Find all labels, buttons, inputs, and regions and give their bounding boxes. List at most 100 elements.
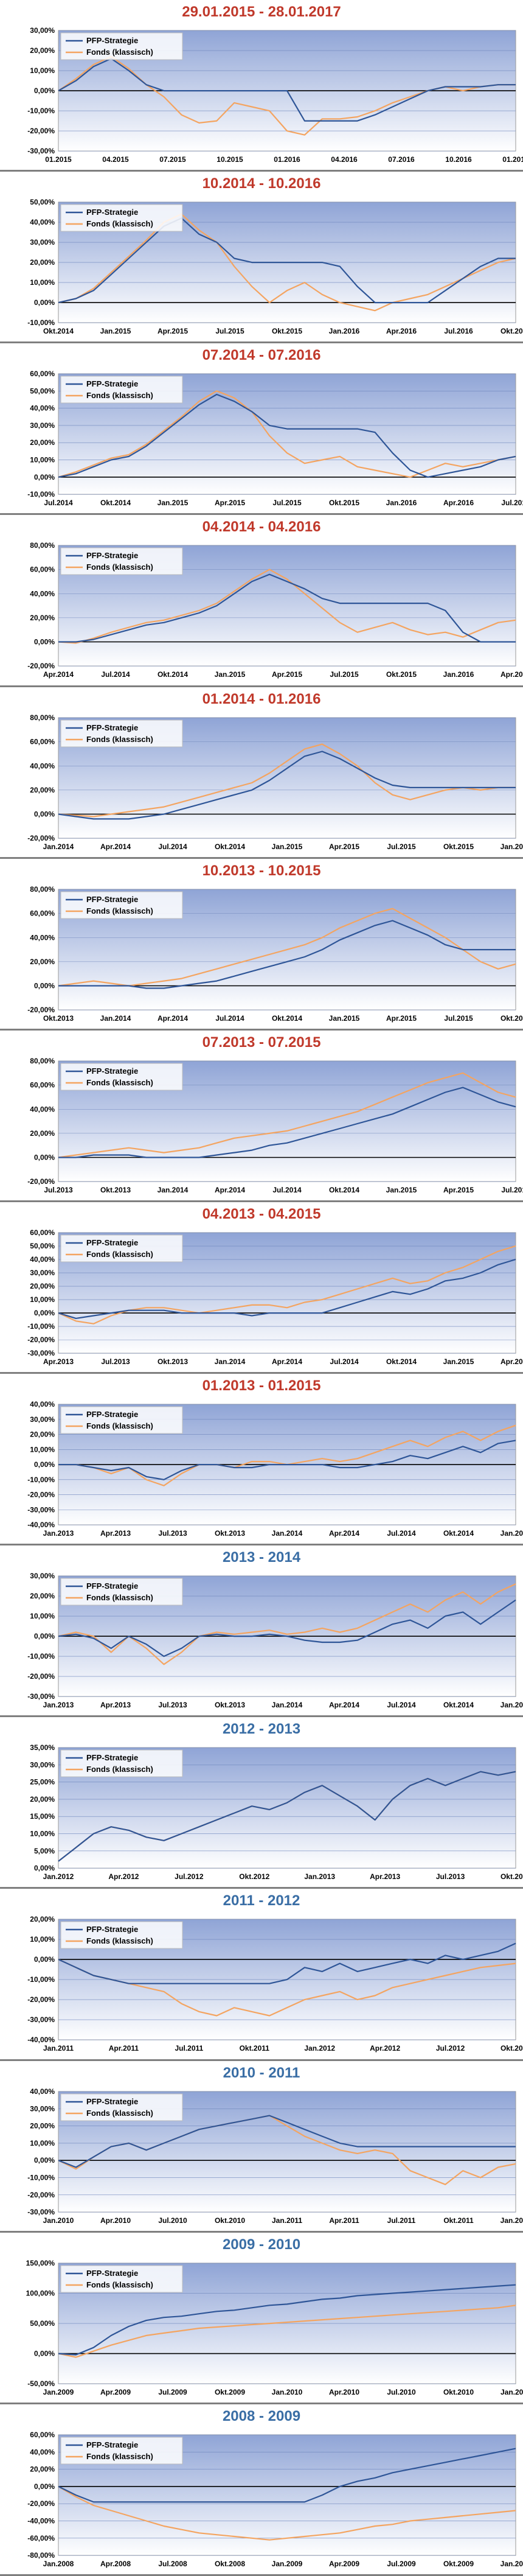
y-tick-label: -20,00%: [27, 834, 55, 842]
x-tick-label: Jan.2012: [500, 2216, 523, 2225]
y-tick-label: 60,00%: [30, 737, 55, 746]
legend-label-strategy: PFP-Strategie: [86, 551, 138, 560]
x-tick-label: Apr.2012: [108, 1872, 139, 1881]
panel-divider: [0, 2574, 523, 2576]
legend-label-fund: Fonds (klassisch): [86, 1593, 153, 1602]
legend-box: [60, 2265, 183, 2293]
x-tick-label: Jul.2010: [387, 2388, 416, 2396]
chart-title: 10.2014 - 10.2016: [202, 175, 321, 192]
x-tick-label: Apr.2016: [386, 327, 417, 335]
y-tick-label: 0,00%: [34, 1153, 55, 1161]
y-tick-label: -10,00%: [27, 1475, 55, 1484]
line-chart: 60,00% 50,00% 40,00% 30,00% 20,00% 10,00% 0,00…: [27, 370, 523, 507]
series-line-strategy: [58, 920, 516, 989]
x-tick-label: Okt.2009: [215, 2388, 245, 2396]
series-line-fund: [58, 1583, 516, 1665]
legend-label-fund: Fonds (klassisch): [86, 1936, 153, 1945]
x-tick-label: Apr.2014: [43, 671, 74, 679]
y-tick-label: 40,00%: [30, 2448, 55, 2456]
x-tick-label: Okt.2014: [158, 671, 188, 679]
line-chart: 30,00% 20,00% 10,00% 0,00% -10,00% -20,00% -30…: [27, 27, 523, 164]
x-tick-label: Jan.2016: [386, 499, 417, 507]
legend-box: [60, 2093, 183, 2121]
x-tick-label: 04.2016: [331, 155, 358, 164]
chart-panel: 04.2013 - 04.2015 60,00% 50,00% 40,00% 30,00…: [0, 1202, 523, 1374]
legend-box: [60, 547, 183, 575]
x-tick-label: Jul.2013: [158, 1701, 187, 1709]
chart-title: 2008 - 2009: [222, 2407, 301, 2424]
panel-divider: [0, 1544, 523, 1546]
y-tick-label: -40,00%: [27, 1521, 55, 1529]
series-line-strategy: [58, 1771, 516, 1862]
x-tick-label: Jan.2016: [443, 671, 474, 679]
y-tick-label: 60,00%: [30, 1080, 55, 1089]
x-tick-label: Jul.2009: [158, 2388, 187, 2396]
x-tick-label: Jan.2014: [43, 842, 74, 851]
y-tick-label: 30,00%: [30, 1761, 55, 1769]
x-tick-label: Jan.2015: [443, 1357, 474, 1366]
y-tick-label: 60,00%: [30, 370, 55, 378]
chart-panel: 2008 - 2009 60,00% 40,00% 20,00% 0,00% -20,00…: [0, 2404, 523, 2576]
y-tick-label: -20,00%: [27, 1491, 55, 1499]
series-line-strategy: [58, 573, 516, 643]
y-tick-label: -20,00%: [27, 1672, 55, 1681]
y-tick-label: 20,00%: [30, 46, 55, 55]
series-line-strategy: [58, 394, 516, 478]
series-line-strategy: [58, 750, 516, 820]
line-chart: 50,00% 40,00% 30,00% 20,00% 10,00% 0,00% -10,0…: [27, 198, 523, 335]
x-tick-label: Jul.2011: [387, 2216, 416, 2225]
y-tick-label: -40,00%: [27, 2516, 55, 2525]
legend-label-fund: Fonds (klassisch): [86, 1078, 153, 1087]
x-tick-label: Okt.2008: [215, 2560, 245, 2568]
line-chart: 80,00%60,00%40,00%20,00%0,00%-20,00%Jan.…: [27, 714, 523, 851]
x-tick-label: Okt.2010: [215, 2216, 245, 2225]
x-tick-label: Jul.2014: [158, 842, 187, 851]
x-tick-label: Okt.2014: [215, 842, 245, 851]
line-chart: 60,00% 50,00% 40,00% 30,00% 20,00% 10,00% 0,00…: [27, 1229, 523, 1366]
y-tick-label: 40,00%: [30, 761, 55, 770]
y-tick-label: 20,00%: [30, 438, 55, 447]
x-tick-label: Okt.2015: [329, 499, 359, 507]
x-tick-label: Apr.2016: [500, 671, 523, 679]
y-tick-label: 60,00%: [30, 909, 55, 917]
x-tick-label: Apr.2013: [100, 1701, 131, 1709]
legend-box: [60, 1749, 183, 1777]
line-chart: 80,00%60,00%40,00%20,00%0,00%-20,00%Okt.…: [27, 886, 523, 1023]
y-tick-label: 40,00%: [30, 1401, 55, 1409]
x-tick-label: Jul.2014: [387, 1701, 416, 1709]
series-line-fund: [58, 1959, 516, 2017]
x-tick-label: Okt.2014: [386, 1357, 417, 1366]
x-tick-label: Jul.2013: [158, 1529, 187, 1538]
panel-divider: [0, 856, 523, 859]
x-tick-label: Apr.2012: [370, 2045, 400, 2053]
y-tick-label: 10,00%: [30, 1935, 55, 1944]
panel-divider: [0, 1200, 523, 1202]
y-tick-label: 0,00%: [34, 1460, 55, 1469]
chart-title: 2013 - 2014: [222, 1549, 301, 1566]
y-tick-label: -20,00%: [27, 1006, 55, 1014]
y-tick-label: -10,00%: [27, 2173, 55, 2182]
y-tick-label: -10,00%: [27, 1322, 55, 1331]
x-tick-label: Jan.2013: [304, 1872, 335, 1881]
x-tick-label: Apr.2013: [370, 1872, 400, 1881]
y-tick-label: 80,00%: [30, 1057, 55, 1065]
y-tick-label: 80,00%: [30, 542, 55, 550]
x-tick-label: Jan.2010: [500, 2560, 523, 2568]
series-line-strategy: [58, 58, 516, 122]
legend-box: [60, 719, 183, 747]
legend-label-strategy: PFP-Strategie: [86, 1925, 138, 1934]
legend-label-strategy: PFP-Strategie: [86, 1581, 138, 1591]
y-tick-label: 30,00%: [30, 1269, 55, 1277]
x-tick-label: Jul.2014: [44, 499, 73, 507]
y-tick-label: 0,00%: [34, 981, 55, 990]
series-line-strategy: [58, 2448, 516, 2503]
panel-divider: [0, 2402, 523, 2404]
y-tick-label: 30,00%: [30, 27, 55, 35]
x-tick-label: Jul.2015: [387, 842, 416, 851]
y-tick-label: 20,00%: [30, 785, 55, 794]
series-line-fund: [58, 1245, 516, 1325]
x-tick-label: Okt.2015: [500, 1014, 523, 1023]
y-tick-label: 10,00%: [30, 1612, 55, 1620]
x-tick-label: Jan.2015: [500, 1701, 523, 1709]
